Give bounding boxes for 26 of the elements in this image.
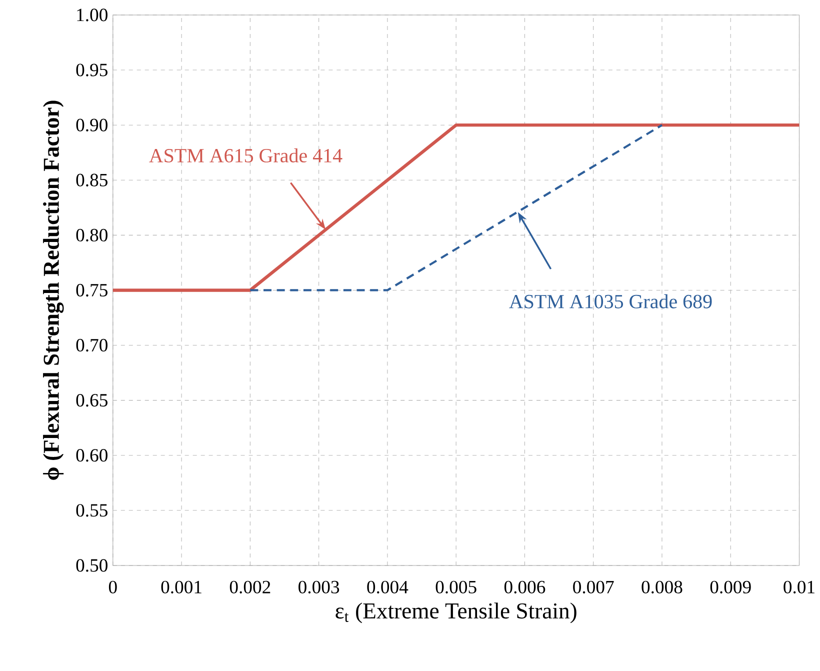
x-tick-label: 0.01: [784, 580, 814, 594]
annotation: ASTM A1035 Grade 689: [509, 294, 712, 308]
x-tick-label: 0.003: [298, 580, 340, 594]
y-tick-label: 0.90: [76, 118, 108, 132]
x-tick-label: 0.009: [710, 580, 751, 594]
y-tick-label: 0.70: [76, 338, 108, 352]
y-tick-label: 0.65: [76, 394, 108, 406]
x-tick-label: 0.008: [642, 580, 682, 594]
x-tick-label: 0.005: [436, 580, 476, 594]
x-tick-label: 0.001: [161, 580, 202, 594]
y-tick-label: 0.75: [76, 284, 108, 296]
y-tick-label: 0.85: [76, 174, 108, 186]
y-tick-label: 0.95: [76, 64, 108, 76]
y-tick-label: 0.50: [76, 558, 108, 572]
annotation: ASTM A615 Grade 414: [149, 148, 342, 162]
x-tick-label: 0.002: [230, 580, 270, 594]
x-tick-label: 0.004: [367, 580, 408, 594]
x-tick-label: 0: [108, 580, 117, 594]
y-tick-label: 1.00: [77, 8, 108, 22]
x-tick-label: 0.007: [573, 580, 614, 594]
x-axis-title: ε$_{t}$ (Extreme Tensile Strain): [336, 602, 576, 623]
y-axis-title: ϕ (Flexural Strength Reduction Factor): [43, 100, 64, 480]
x-tick-label: 0.006: [504, 580, 546, 594]
y-tick-label: 0.60: [76, 448, 108, 462]
y-tick-label: 0.80: [76, 228, 108, 242]
y-tick-label: 0.55: [76, 504, 108, 517]
